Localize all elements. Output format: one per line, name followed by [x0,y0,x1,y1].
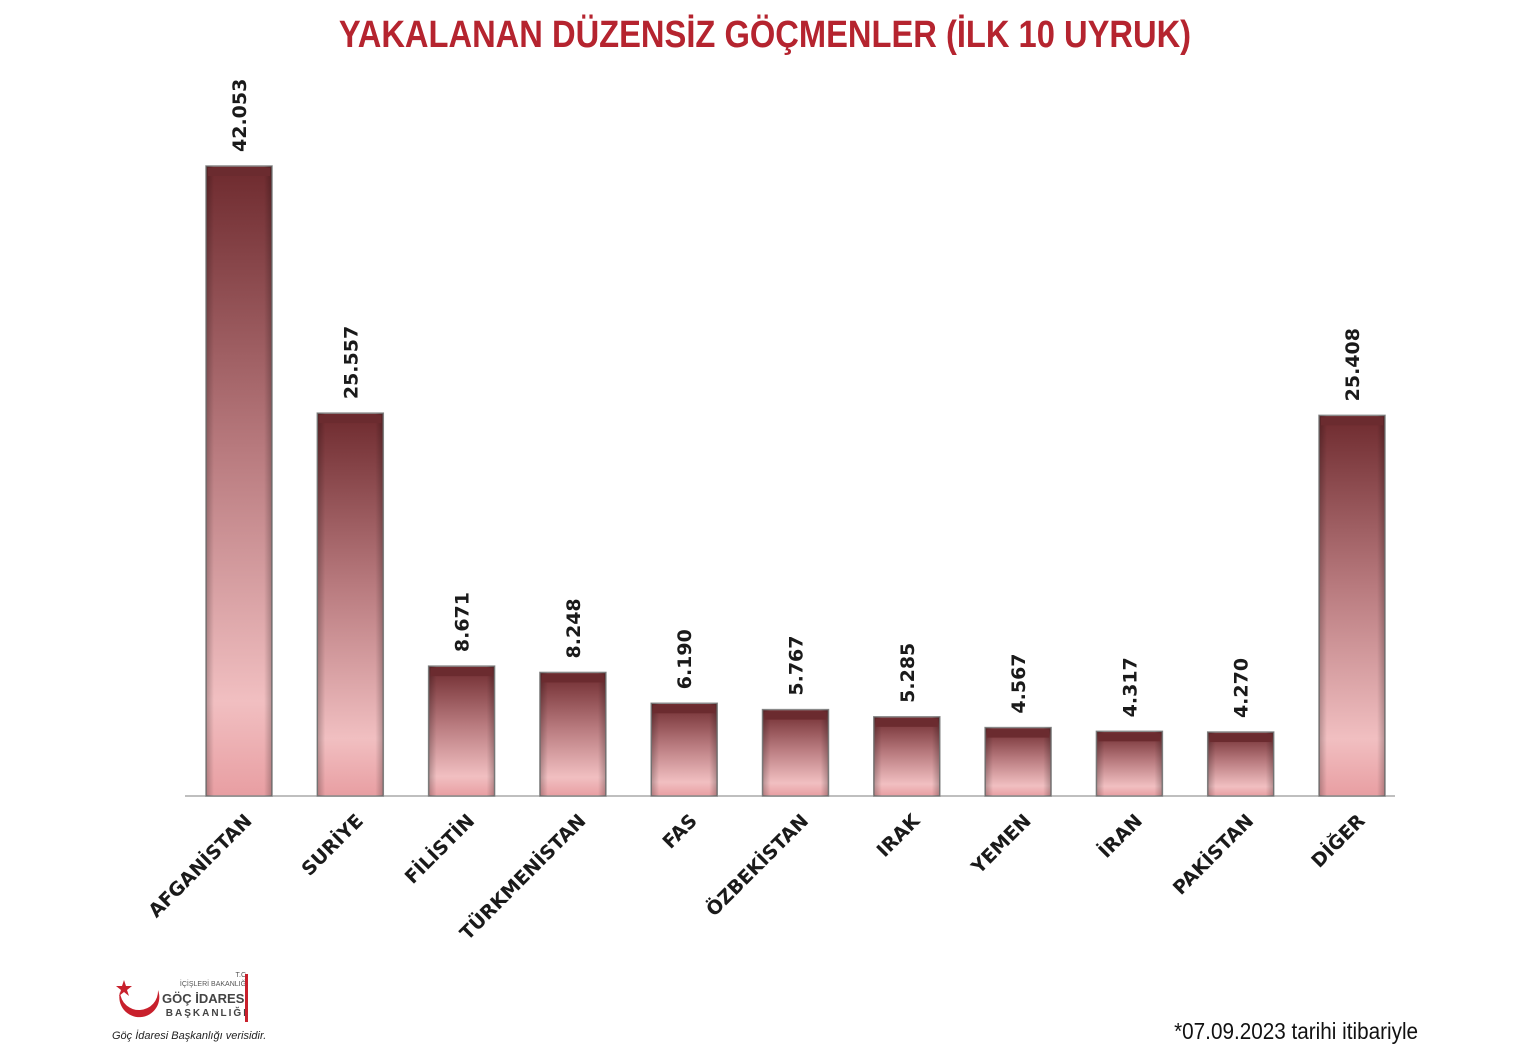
value-label: 5.285 [897,643,919,703]
value-label: 8.248 [563,598,585,658]
category-label: DİĞER [1306,808,1370,872]
bar [984,726,1052,797]
logo-ministry: İÇİŞLERİ BAKANLIĞI [179,981,248,988]
value-label: 4.567 [1008,653,1030,713]
chart-title: YAKALANAN DÜZENSİZ GÖÇMENLER (İLK 10 UYR… [338,14,1192,56]
crescent-star-emblem-icon [116,980,160,1018]
value-label: 42.053 [229,79,251,152]
value-label: 4.317 [1119,657,1141,717]
logo-name-line2: BAŞKANLIĞI [165,1008,248,1019]
logo: T.C. İÇİŞLERİ BAKANLIĞI GÖÇ İDARESİ BAŞK… [112,972,272,1052]
bar [1095,730,1164,797]
value-label: 25.408 [1342,328,1364,401]
bar [1206,731,1275,797]
date-footnote: *07.09.2023 tarihi itibariyle [1174,1018,1418,1044]
value-label: 25.557 [340,326,362,399]
bar [205,165,273,797]
category-label: FİLİSTİN [399,809,479,889]
category-label: ÖZBEKİSTAN [701,809,813,921]
category-label: İRAN [1093,809,1147,863]
category-label: YEMEN [967,810,1036,879]
bar [316,412,385,797]
source-note: Göç İdaresi Başkanlığı verisidir. [112,1030,267,1042]
bar [539,671,607,797]
bar [1318,414,1386,797]
category-label: FAS [658,810,701,853]
category-label: SURİYE [296,809,368,881]
bar [427,665,496,797]
logo-gov: T.C. [235,972,248,979]
bar [873,716,941,797]
value-label: 5.767 [786,635,808,695]
value-label: 6.190 [674,629,696,689]
logo-name-line1: GÖÇ İDARESİ [162,991,248,1006]
logo-divider [245,974,248,1022]
bar [650,702,718,797]
value-label: 8.671 [452,592,474,652]
category-label: IRAK [873,809,926,862]
bar [761,708,830,797]
category-label: AFGANİSTAN [143,809,257,923]
category-label: PAKİSTAN [1167,809,1258,900]
value-label: 4.270 [1231,658,1253,718]
